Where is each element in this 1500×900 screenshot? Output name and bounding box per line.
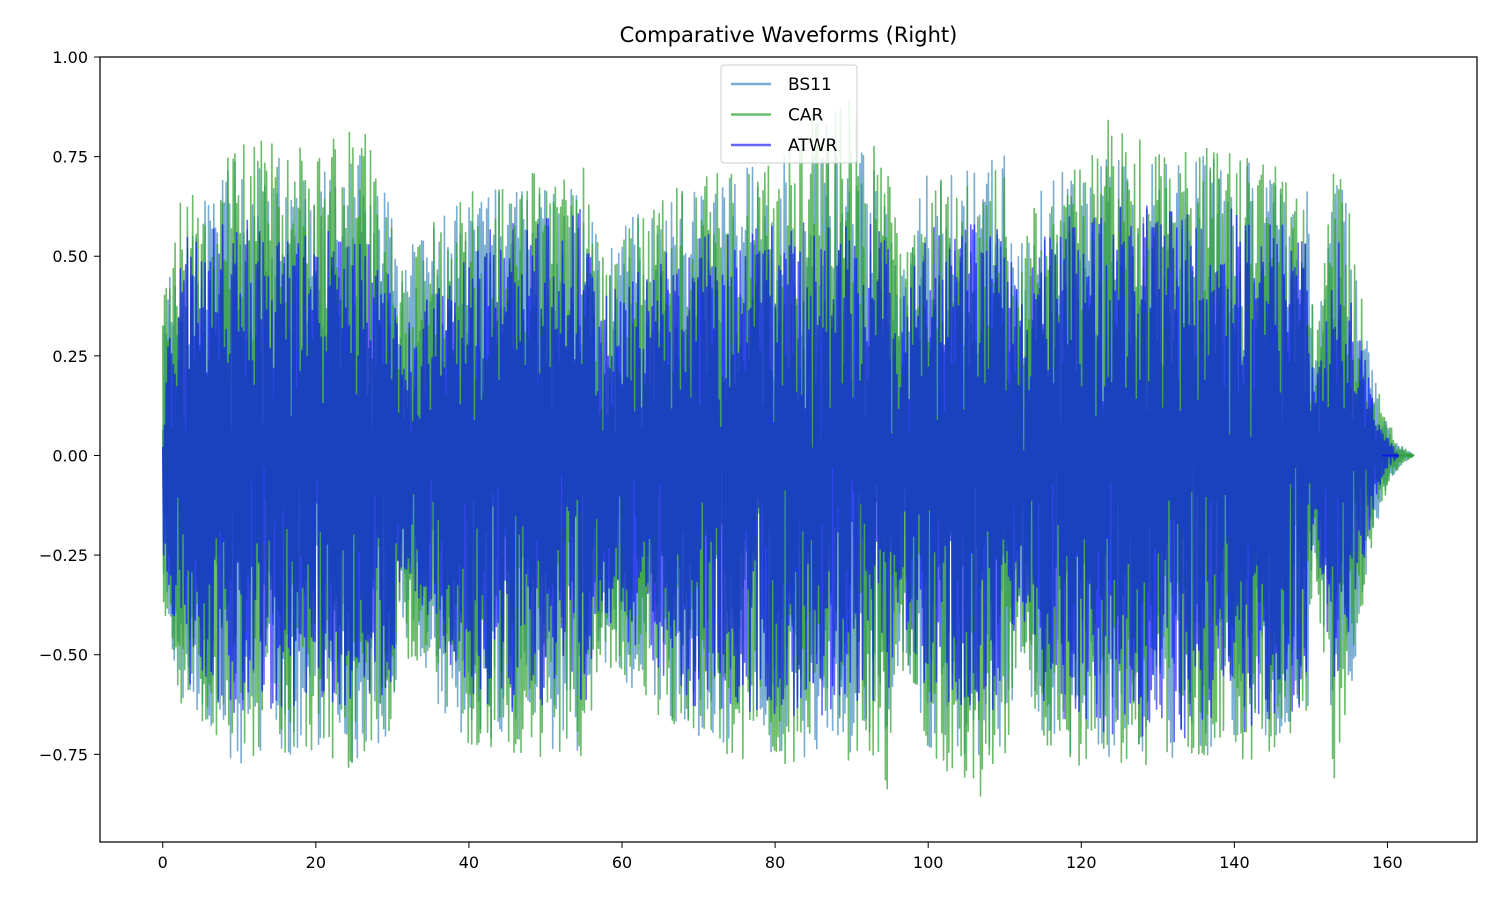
chart-title: Comparative Waveforms (Right)	[620, 23, 958, 47]
x-tick-label: 60	[612, 853, 632, 872]
legend-box	[720, 64, 858, 164]
plot-area	[161, 100, 1415, 797]
x-tick-label: 160	[1372, 853, 1403, 872]
legend-label: BS11	[788, 75, 832, 95]
x-tick-label: 0	[158, 853, 168, 872]
x-tick-label: 40	[459, 853, 479, 872]
y-tick-label: 1.00	[52, 48, 88, 67]
y-tick-label: 0.00	[52, 446, 88, 465]
legend-item-bs11: BS11	[731, 75, 832, 95]
y-tick-label: 0.50	[52, 247, 88, 266]
x-tick-label: 100	[913, 853, 944, 872]
legend-item-car: CAR	[731, 106, 823, 126]
x-tick-label: 140	[1219, 853, 1250, 872]
y-tick-label: −0.50	[39, 646, 88, 665]
y-tick-label: −0.75	[39, 745, 88, 764]
y-tick-label: 0.25	[52, 347, 88, 366]
legend-label: CAR	[788, 106, 823, 126]
series-line-atwr	[161, 205, 1400, 743]
x-tick-label: 120	[1066, 853, 1097, 872]
y-axis: 1.00 0.75 0.50 0.25 0.00 −0.25 −0.50 −0.75	[39, 48, 100, 764]
y-tick-label: 0.75	[52, 148, 88, 167]
x-tick-label: 80	[765, 853, 785, 872]
legend-label: ATWR	[788, 136, 838, 156]
y-tick-label: −0.25	[39, 546, 88, 565]
axes-frame	[99, 56, 1478, 843]
x-axis: 0 20 40 60 80 100 120 140 160	[158, 842, 1403, 872]
legend: BS11 CAR ATWR	[720, 64, 858, 164]
series-atwr	[161, 205, 1400, 743]
x-tick-label: 20	[306, 853, 326, 872]
legend-item-atwr: ATWR	[731, 136, 838, 156]
